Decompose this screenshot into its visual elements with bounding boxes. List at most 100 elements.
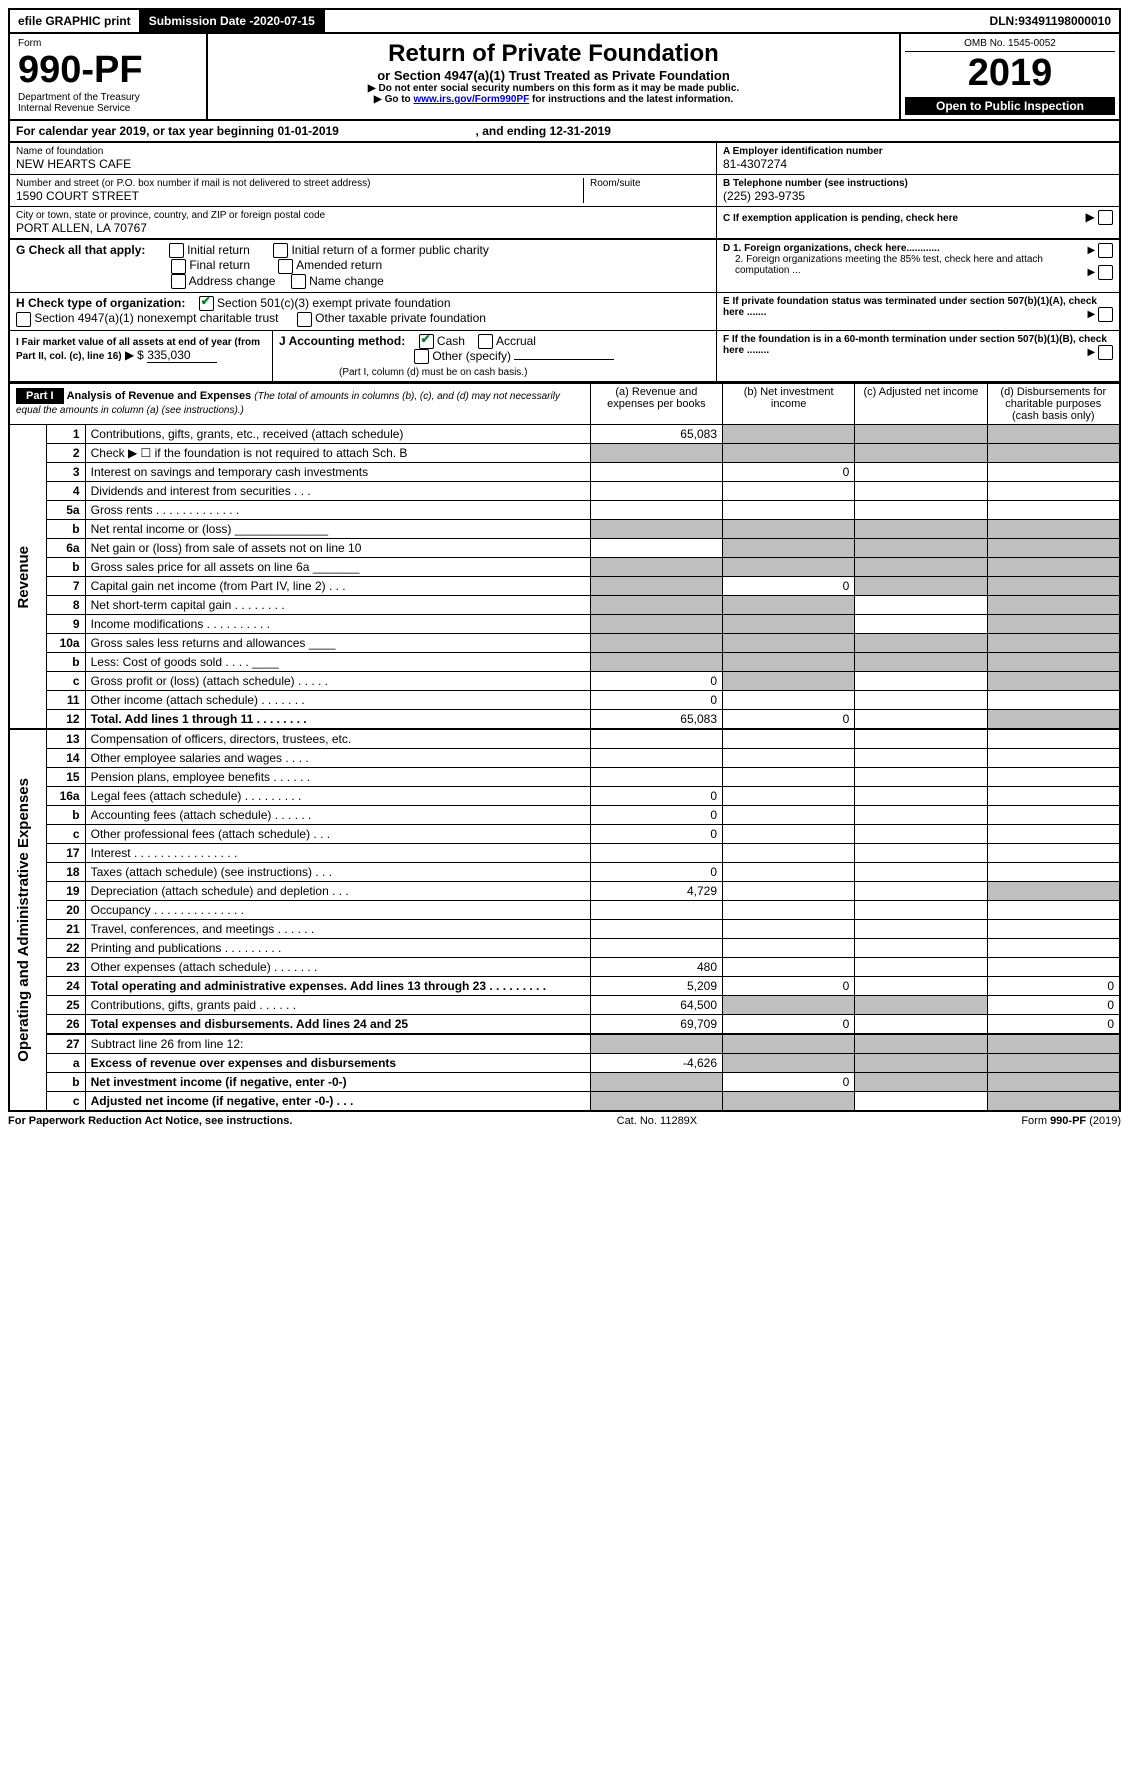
- line-desc: Occupancy . . . . . . . . . . . . . .: [85, 901, 590, 920]
- table-row: 8Net short-term capital gain . . . . . .…: [9, 596, 1120, 615]
- amount-cell: 4,729: [590, 882, 722, 901]
- ein-value: 81-4307274: [723, 157, 1113, 171]
- amount-cell: [987, 787, 1120, 806]
- line-desc: Taxes (attach schedule) (see instruction…: [85, 863, 590, 882]
- amount-cell: [723, 882, 855, 901]
- name-change-checkbox[interactable]: [291, 274, 306, 289]
- amount-cell: [723, 939, 855, 958]
- table-row: 21Travel, conferences, and meetings . . …: [9, 920, 1120, 939]
- amount-cell: [590, 596, 722, 615]
- amount-cell: [987, 425, 1120, 444]
- amount-cell: 0: [590, 691, 722, 710]
- part1-label: Part I: [16, 388, 64, 404]
- table-row: 14Other employee salaries and wages . . …: [9, 749, 1120, 768]
- amount-cell: [855, 806, 987, 825]
- h-501c3-checkbox[interactable]: [199, 296, 214, 311]
- amount-cell: [855, 825, 987, 844]
- amount-cell: [855, 425, 987, 444]
- j-accrual-checkbox[interactable]: [478, 334, 493, 349]
- line-number: 15: [46, 768, 85, 787]
- d2-checkbox[interactable]: [1098, 265, 1113, 280]
- amount-cell: [723, 691, 855, 710]
- line-desc: Total operating and administrative expen…: [85, 977, 590, 996]
- cal-label-b: , and ending: [476, 124, 550, 138]
- amount-cell: [987, 882, 1120, 901]
- i-j-f-row: I Fair market value of all assets at end…: [8, 331, 1121, 384]
- g-label: G Check all that apply:: [16, 243, 145, 257]
- header-right: OMB No. 1545-0052 2019 Open to Public In…: [901, 34, 1119, 119]
- table-row: 23Other expenses (attach schedule) . . .…: [9, 958, 1120, 977]
- table-row: 16aLegal fees (attach schedule) . . . . …: [9, 787, 1120, 806]
- amount-cell: [855, 482, 987, 501]
- amount-cell: [590, 653, 722, 672]
- amount-cell: [855, 749, 987, 768]
- line-number: 6a: [46, 539, 85, 558]
- address-change-checkbox[interactable]: [171, 274, 186, 289]
- line-desc: Pension plans, employee benefits . . . .…: [85, 768, 590, 787]
- amount-cell: [987, 634, 1120, 653]
- foundation-name: NEW HEARTS CAFE: [16, 157, 710, 171]
- d1-checkbox[interactable]: [1098, 243, 1113, 258]
- table-row: aExcess of revenue over expenses and dis…: [9, 1054, 1120, 1073]
- e-checkbox[interactable]: [1098, 307, 1113, 322]
- table-row: 26Total expenses and disbursements. Add …: [9, 1015, 1120, 1035]
- amount-cell: [590, 520, 722, 539]
- room-label: Room/suite: [590, 178, 710, 189]
- amount-cell: 0: [590, 787, 722, 806]
- line-desc: Net gain or (loss) from sale of assets n…: [85, 539, 590, 558]
- table-row: 18Taxes (attach schedule) (see instructi…: [9, 863, 1120, 882]
- calendar-year-row: For calendar year 2019, or tax year begi…: [8, 121, 1121, 143]
- amount-cell: [855, 463, 987, 482]
- irs-link[interactable]: www.irs.gov/Form990PF: [413, 94, 529, 105]
- line-number: 27: [46, 1034, 85, 1054]
- final-return-checkbox[interactable]: [171, 259, 186, 274]
- header-left: Form 990-PF Department of the Treasury I…: [10, 34, 208, 119]
- amount-cell: [590, 501, 722, 520]
- amount-cell: [723, 653, 855, 672]
- initial-return-checkbox[interactable]: [169, 243, 184, 258]
- j-other-checkbox[interactable]: [414, 349, 429, 364]
- amount-cell: [590, 444, 722, 463]
- amended-return-checkbox[interactable]: [278, 259, 293, 274]
- amount-cell: [987, 653, 1120, 672]
- line-number: 24: [46, 977, 85, 996]
- f-checkbox[interactable]: [1098, 345, 1113, 360]
- amount-cell: [723, 920, 855, 939]
- note-ssn: Do not enter social security numbers on …: [214, 83, 893, 94]
- initial-former-checkbox[interactable]: [273, 243, 288, 258]
- amount-cell: [590, 1034, 722, 1054]
- line-desc: Gross profit or (loss) (attach schedule)…: [85, 672, 590, 691]
- amount-cell: [723, 596, 855, 615]
- line-number: 14: [46, 749, 85, 768]
- line-desc: Contributions, gifts, grants, etc., rece…: [85, 425, 590, 444]
- header-center: Return of Private Foundation or Section …: [208, 34, 901, 119]
- j-cash-checkbox[interactable]: [419, 334, 434, 349]
- line-desc: Other income (attach schedule) . . . . .…: [85, 691, 590, 710]
- line-number: 18: [46, 863, 85, 882]
- phone-label: B Telephone number (see instructions): [723, 178, 1113, 189]
- h-4947-checkbox[interactable]: [16, 312, 31, 327]
- identity-row-1: Name of foundation NEW HEARTS CAFE A Emp…: [8, 143, 1121, 175]
- h-other-checkbox[interactable]: [297, 312, 312, 327]
- amount-cell: 0: [723, 463, 855, 482]
- section-label: Revenue: [15, 546, 32, 609]
- h-label: H Check type of organization:: [16, 296, 185, 310]
- amount-cell: [987, 539, 1120, 558]
- amount-cell: [987, 501, 1120, 520]
- amount-cell: [723, 958, 855, 977]
- line-number: b: [46, 653, 85, 672]
- amount-cell: [987, 844, 1120, 863]
- topbar: efile GRAPHIC print Submission Date - 20…: [8, 8, 1121, 34]
- line-number: 3: [46, 463, 85, 482]
- table-row: Operating and Administrative Expenses13C…: [9, 729, 1120, 749]
- table-row: 19Depreciation (attach schedule) and dep…: [9, 882, 1120, 901]
- c-checkbox[interactable]: [1098, 210, 1113, 225]
- amount-cell: [723, 444, 855, 463]
- line-desc: Less: Cost of goods sold . . . . ____: [85, 653, 590, 672]
- col-c-header: (c) Adjusted net income: [855, 384, 987, 425]
- ein-label: A Employer identification number: [723, 146, 1113, 157]
- amount-cell: [855, 520, 987, 539]
- line-desc: Gross rents . . . . . . . . . . . . .: [85, 501, 590, 520]
- amount-cell: [987, 729, 1120, 749]
- line-desc: Dividends and interest from securities .…: [85, 482, 590, 501]
